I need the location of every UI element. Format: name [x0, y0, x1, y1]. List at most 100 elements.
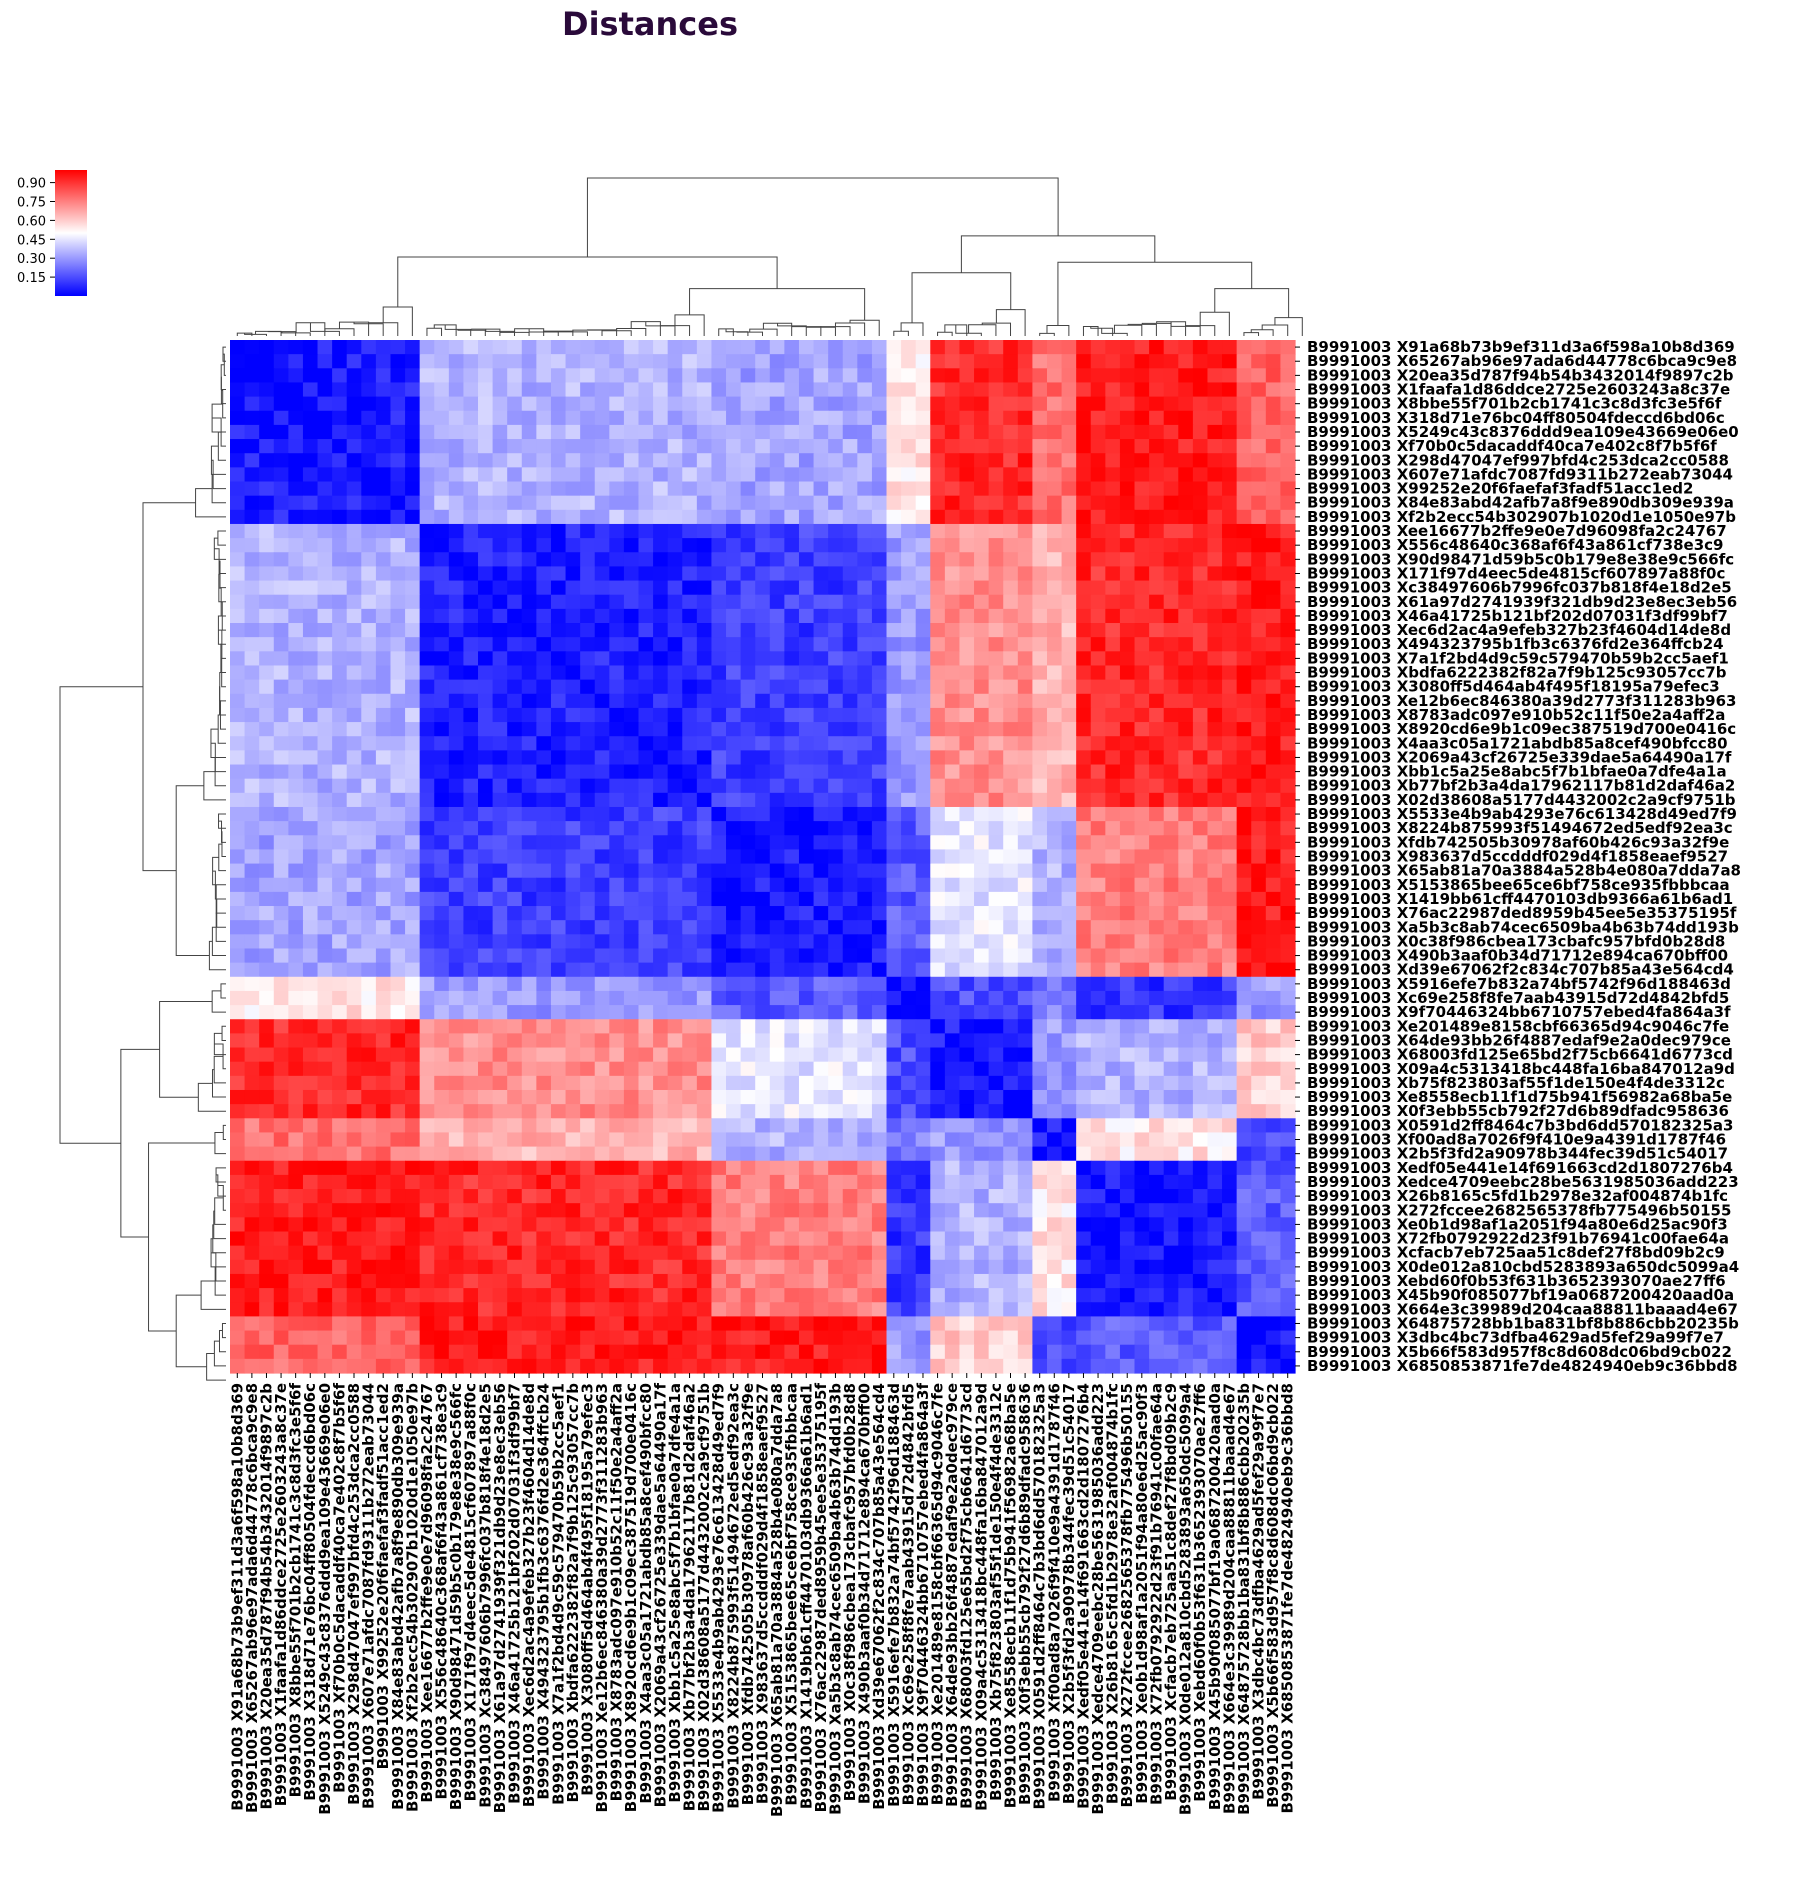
heatmap-cell [886, 806, 902, 822]
heatmap-cell [696, 948, 713, 964]
heatmap-cell [448, 976, 465, 992]
heatmap-cell [288, 651, 304, 667]
heatmap-cell [813, 778, 829, 794]
heatmap-cell [682, 1047, 698, 1063]
heatmap-cell [1076, 608, 1092, 624]
heatmap-cell [1192, 821, 1209, 836]
heatmap-cell [434, 806, 450, 822]
heatmap-cell [565, 1047, 581, 1063]
heatmap-cell [317, 806, 333, 822]
heatmap-cell [1119, 934, 1136, 950]
dendrogram-link [1101, 328, 1128, 336]
heatmap-cell [667, 934, 683, 950]
heatmap-cell [711, 651, 727, 667]
heatmap-cell [726, 410, 742, 426]
heatmap-cell [901, 439, 917, 454]
heatmap-cell [419, 806, 435, 822]
heatmap-cell [288, 934, 304, 950]
heatmap-cell [230, 481, 246, 497]
heatmap-cell [1090, 552, 1106, 568]
heatmap-cell [1207, 410, 1223, 426]
heatmap-cell [1017, 891, 1033, 907]
heatmap-cell [857, 623, 873, 638]
heatmap-cell [317, 1245, 333, 1261]
heatmap-cell [1192, 552, 1209, 568]
heatmap-cell [361, 509, 377, 525]
heatmap-cell [580, 509, 596, 525]
heatmap-cell [594, 580, 610, 596]
heatmap-cell [1046, 523, 1063, 539]
heatmap-cell [288, 439, 304, 454]
heatmap-cell [1076, 920, 1092, 935]
heatmap-cell [1251, 1146, 1267, 1162]
heatmap-cell [682, 1174, 698, 1190]
heatmap-cell [565, 538, 581, 553]
heatmap-cell [448, 509, 465, 525]
heatmap-cell [828, 1019, 844, 1034]
heatmap-cell [463, 750, 479, 766]
heatmap-cell [1280, 1203, 1296, 1218]
heatmap-cell [1207, 424, 1223, 440]
heatmap-cell [1134, 1047, 1150, 1063]
heatmap-cell [930, 354, 946, 369]
heatmap-cell [448, 396, 465, 412]
heatmap-cell [478, 750, 494, 766]
heatmap-cell [565, 608, 581, 624]
heatmap-cell [696, 594, 713, 610]
heatmap-cell [375, 707, 392, 723]
heatmap-cell [638, 1160, 654, 1176]
heatmap-cell [1105, 962, 1121, 978]
heatmap-cell [273, 778, 289, 794]
heatmap-cell [886, 1146, 902, 1162]
heatmap-cell [1134, 750, 1150, 766]
heatmap-cell [1280, 792, 1296, 808]
heatmap-cell [930, 1033, 946, 1049]
heatmap-cell [273, 523, 289, 539]
heatmap-cell [230, 1217, 246, 1233]
heatmap-cell [521, 1019, 537, 1034]
heatmap-cell [609, 792, 625, 808]
heatmap-cell [784, 679, 800, 695]
heatmap-cell [1251, 1005, 1267, 1020]
heatmap-cell [288, 1019, 304, 1034]
heatmap-cell [784, 665, 800, 681]
heatmap-cell [769, 693, 785, 709]
heatmap-cell [974, 566, 990, 582]
heatmap-cell [1061, 509, 1077, 525]
heatmap-cell [959, 750, 975, 766]
heatmap-cell [536, 340, 552, 355]
dendrogram-link [1250, 329, 1274, 336]
heatmap-cell [974, 538, 990, 553]
heatmap-cell [492, 495, 508, 511]
heatmap-cell [244, 1019, 260, 1034]
heatmap-cell [478, 679, 494, 695]
heatmap-cell [1090, 934, 1106, 950]
heatmap-cell [1134, 608, 1150, 624]
heatmap-cell [755, 382, 771, 398]
heatmap-cell [375, 1146, 392, 1162]
heatmap-cell [448, 962, 465, 978]
heatmap-cell [1222, 1104, 1238, 1119]
dendrogram-link [221, 1322, 226, 1339]
heatmap-cell [273, 736, 289, 751]
heatmap-cell [682, 453, 698, 468]
heatmap-cell [740, 707, 756, 723]
heatmap-cell [259, 637, 275, 652]
heatmap-cell [346, 722, 362, 737]
heatmap-cell [390, 693, 406, 709]
dendrogram-link [777, 323, 807, 336]
heatmap-cell [930, 382, 946, 398]
heatmap-cell [405, 1189, 421, 1204]
heatmap-cell [317, 1203, 333, 1218]
heatmap-cell [390, 382, 406, 398]
heatmap-cell [1265, 608, 1282, 624]
heatmap-cell [273, 623, 289, 638]
heatmap-cell [230, 849, 246, 865]
heatmap-cell [1280, 778, 1296, 794]
heatmap-cell [317, 1132, 333, 1148]
heatmap-cell [1134, 821, 1150, 836]
heatmap-cell [828, 679, 844, 695]
heatmap-cell [1134, 806, 1150, 822]
heatmap-cell [1032, 1061, 1048, 1077]
heatmap-cell [1046, 722, 1063, 737]
